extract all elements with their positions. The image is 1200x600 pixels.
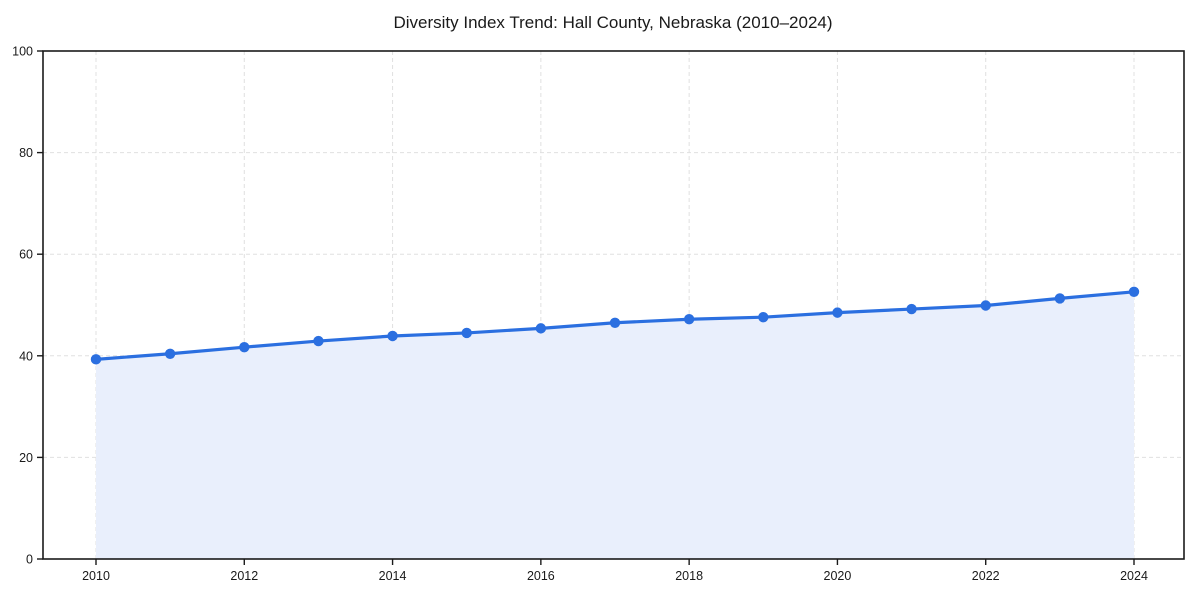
series-area-fill	[96, 291, 1134, 559]
y-tick-label: 60	[19, 248, 33, 262]
y-tick-label: 100	[12, 45, 33, 59]
y-tick-label: 80	[19, 146, 33, 160]
x-tick-label: 2016	[527, 569, 555, 583]
x-tick-label: 2012	[230, 569, 258, 583]
data-point-marker	[461, 327, 472, 339]
y-tick-label: 0	[26, 553, 33, 567]
data-point-marker	[239, 341, 250, 353]
data-point-marker	[683, 314, 695, 325]
chart-title: Diversity Index Trend: Hall County, Nebr…	[393, 13, 833, 32]
x-tick-label: 2022	[972, 569, 1000, 583]
data-point-marker	[609, 317, 621, 328]
data-point-marker	[164, 348, 176, 359]
data-point-marker	[313, 335, 324, 347]
data-point-marker	[1128, 286, 1140, 297]
data-point-marker	[832, 307, 843, 318]
x-tick-label: 2010	[82, 569, 110, 583]
data-point-marker	[387, 330, 398, 342]
x-tick-label: 2020	[824, 569, 852, 583]
data-point-marker	[906, 303, 917, 315]
data-point-marker	[758, 311, 769, 323]
y-tick-label: 40	[19, 349, 33, 363]
data-point-marker	[1054, 293, 1066, 304]
data-point-marker	[980, 300, 991, 311]
data-point-marker	[535, 323, 547, 334]
x-tick-label: 2024	[1120, 569, 1148, 583]
y-tick-label: 20	[19, 451, 33, 465]
x-tick-label: 2014	[379, 569, 407, 583]
data-point-marker	[90, 354, 102, 365]
x-tick-label: 2018	[675, 569, 703, 583]
plot-border	[42, 50, 1185, 560]
